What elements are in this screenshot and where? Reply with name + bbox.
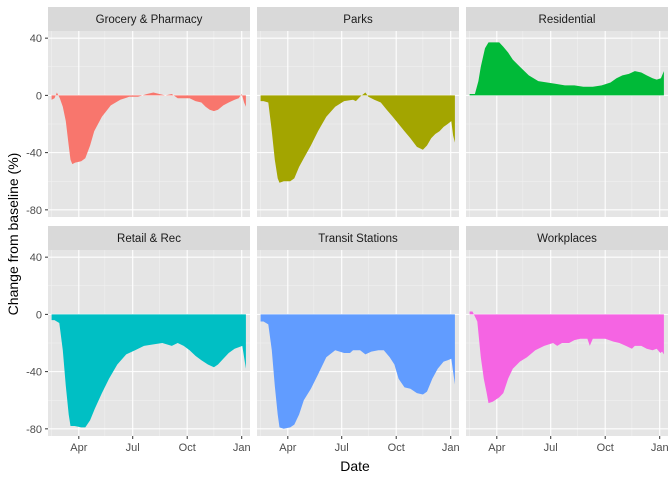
strip-label-transit-stations: Transit Stations [318,233,398,245]
y-tick-label: 40 [30,252,42,264]
x-tick-label: Oct [179,442,196,454]
y-tick-label: -40 [26,367,42,379]
area-series-grocery-and-pharmacy [51,92,246,165]
strip-label-retail-and-rec: Retail & Rec [117,233,181,245]
x-tick-label: Jul [544,442,558,454]
strip-transit-stations [257,226,459,250]
area-series-workplaces [469,311,664,404]
facet-panels: Grocery & Pharmacy 40 0 -40 -80 Parks Resident… [26,7,669,454]
x-tick-label: Apr [70,442,87,454]
y-tick-label: -40 [26,148,42,160]
y-tick-label: 0 [36,90,42,102]
strip-grocery-and-pharmacy [48,7,250,31]
x-tick-label: Jan [651,442,669,454]
x-tick-label: Jul [126,442,140,454]
strip-label-workplaces: Workplaces [537,233,597,245]
panel-transit-stations: Transit Stations Apr Jul Oct Jan [257,226,460,454]
x-axis-title: Date [340,458,370,474]
y-tick-label: 0 [36,309,42,321]
strip-label-grocery-and-pharmacy: Grocery & Pharmacy [96,14,203,26]
x-tick-label: Oct [388,442,405,454]
strip-label-residential: Residential [539,14,596,26]
area-series-residential [469,42,664,96]
panel-residential: Residential [466,7,668,217]
x-tick-label: Oct [597,442,614,454]
x-tick-label: Jul [335,442,349,454]
y-tick-label: 40 [30,33,42,45]
strip-retail-and-rec [48,226,250,250]
y-tick-label: -80 [26,205,42,217]
panel-workplaces: Workplaces Apr Jul Oct Jan [466,226,669,454]
strip-parks [257,7,459,31]
strip-workplaces [466,226,668,250]
area-series-parks [260,92,455,183]
x-tick-label: Apr [279,442,296,454]
x-tick-label: Apr [488,442,505,454]
panel-retail-and-rec: Retail & Rec 40 0 -40 -80 Apr Jul Oct Jan [26,226,251,454]
panel-grocery-and-pharmacy: Grocery & Pharmacy 40 0 -40 -80 [26,7,250,217]
y-tick-label: -80 [26,424,42,436]
x-tick-label: Jan [442,442,460,454]
area-series-retail-and-rec [51,314,246,428]
panel-parks: Parks [257,7,459,217]
x-tick-label: Jan [233,442,251,454]
strip-label-parks: Parks [343,14,373,26]
strip-residential [466,7,668,31]
area-series-transit-stations [260,314,455,429]
y-axis-title: Change from baseline (%) [5,153,21,316]
